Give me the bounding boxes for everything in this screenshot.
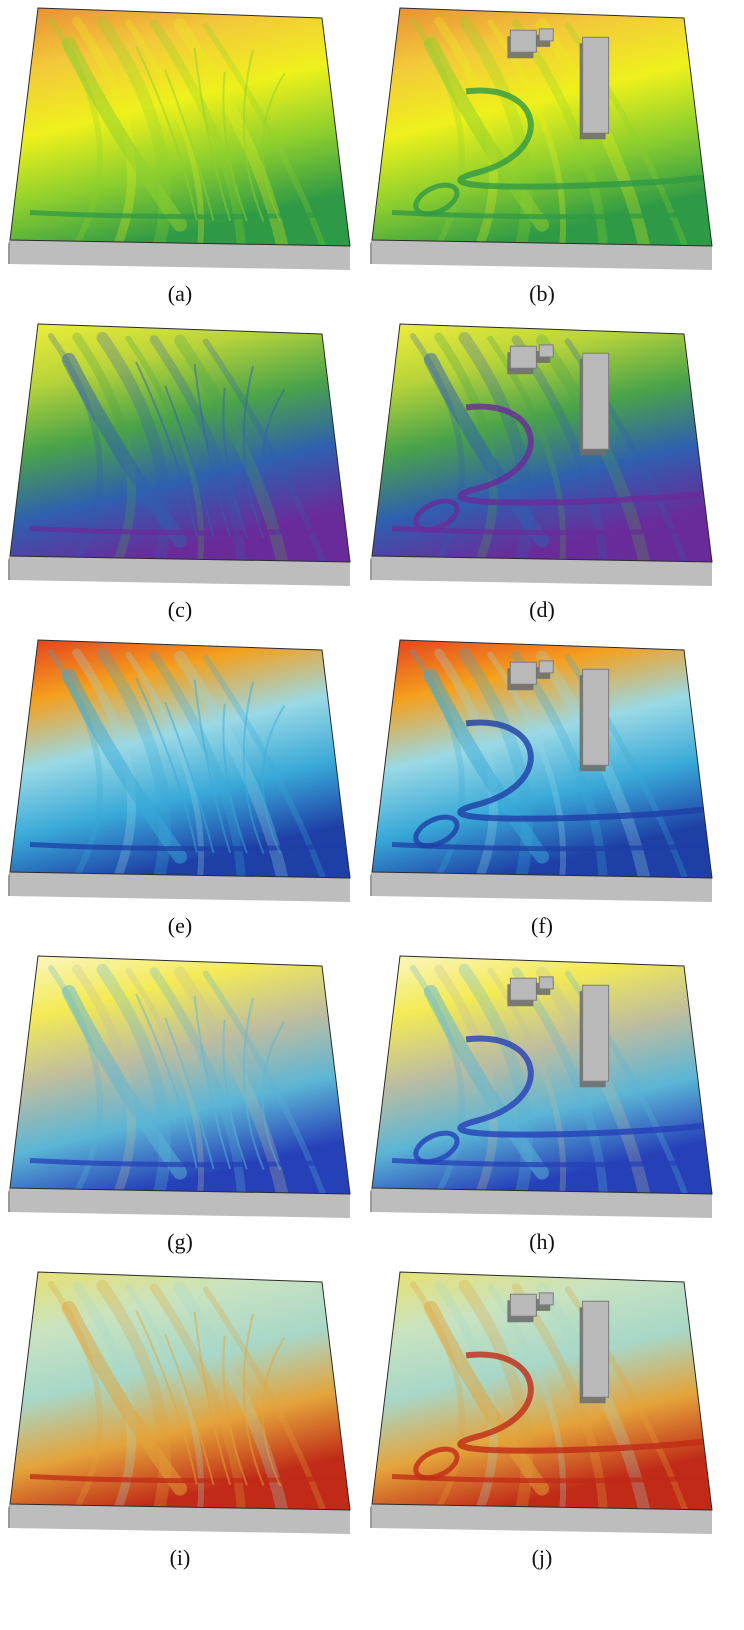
building-block xyxy=(509,29,537,53)
terrain-surface xyxy=(10,1272,350,1510)
terrain-surface xyxy=(10,324,350,562)
terrain-render-j xyxy=(370,1271,713,1534)
terrain-render-d xyxy=(370,323,713,586)
building-block xyxy=(538,660,554,674)
building-block xyxy=(509,661,537,685)
panel-d: (d) xyxy=(362,316,722,638)
panel-caption-a: (a) xyxy=(167,281,193,306)
terrain-base-front xyxy=(10,872,350,902)
panel-caption-i: (i) xyxy=(169,1545,191,1570)
building-block xyxy=(538,344,554,358)
panel-caption-b: (b) xyxy=(529,281,555,306)
terrain-render-a xyxy=(8,7,351,270)
terrain-render-g xyxy=(8,955,351,1218)
building-block xyxy=(509,345,537,369)
terrain-base-front xyxy=(10,1504,350,1534)
building-block xyxy=(509,977,537,1001)
terrain-base-front xyxy=(372,556,712,586)
terrain-base-front xyxy=(372,1188,712,1218)
panel-j: (j) xyxy=(362,1264,722,1586)
building-block xyxy=(538,976,554,990)
terrain-render-e xyxy=(8,639,351,902)
terrain-render-b xyxy=(370,7,713,270)
terrain-surface xyxy=(10,8,350,246)
building-block xyxy=(538,1292,554,1306)
panel-caption-f: (f) xyxy=(531,913,553,938)
panel-i: (i) xyxy=(0,1264,360,1586)
terrain-base-front xyxy=(10,556,350,586)
panel-caption-d: (d) xyxy=(529,597,555,622)
panel-caption-g: (g) xyxy=(167,1229,193,1254)
terrain-render-h xyxy=(370,955,713,1218)
panel-caption-c: (c) xyxy=(167,597,193,622)
terrain-base-front xyxy=(372,240,712,270)
terrain-render-f xyxy=(370,639,713,902)
building-block xyxy=(582,984,610,1082)
building-block xyxy=(538,28,554,42)
panel-f: (f) xyxy=(362,632,722,954)
terrain-render-i xyxy=(8,1271,351,1534)
panel-h: (h) xyxy=(362,948,722,1270)
building-block xyxy=(509,1293,537,1317)
terrain-base-front xyxy=(10,240,350,270)
building-block xyxy=(582,1300,610,1398)
panel-c: (c) xyxy=(0,316,360,638)
terrain-base-front xyxy=(372,872,712,902)
panel-e: (e) xyxy=(0,632,360,954)
terrain-base-front xyxy=(372,1504,712,1534)
terrain-surface xyxy=(10,956,350,1194)
terrain-base-front xyxy=(10,1188,350,1218)
terrain-render-c xyxy=(8,323,351,586)
panel-b: (b) xyxy=(362,0,722,322)
building-block xyxy=(582,352,610,450)
building-block xyxy=(582,668,610,766)
panel-caption-e: (e) xyxy=(167,913,193,938)
building-block xyxy=(582,36,610,134)
panel-caption-h: (h) xyxy=(529,1229,555,1254)
panel-caption-j: (j) xyxy=(531,1545,553,1570)
panel-a: (a) xyxy=(0,0,360,322)
terrain-surface xyxy=(10,640,350,878)
panel-g: (g) xyxy=(0,948,360,1270)
